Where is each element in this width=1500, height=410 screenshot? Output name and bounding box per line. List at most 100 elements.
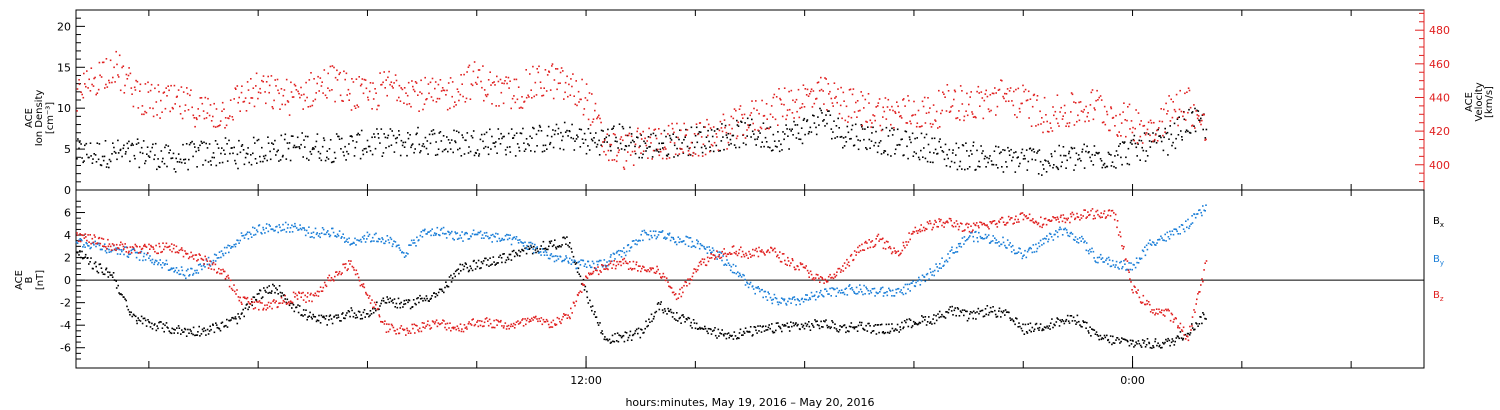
field-bx-point (584, 285, 587, 288)
field-bx-point (634, 330, 637, 332)
field-by-point (972, 235, 974, 238)
field-bx-point (488, 265, 490, 267)
velocity-point (341, 99, 343, 102)
density-point (256, 162, 258, 164)
field-bx-point (652, 318, 655, 320)
density-point (465, 139, 467, 142)
velocity-point (863, 107, 865, 109)
density-point (1144, 160, 1147, 162)
velocity-point (161, 111, 163, 113)
density-point (687, 154, 690, 157)
field-bz-point (202, 259, 205, 261)
field-bz-point (126, 246, 129, 249)
density-point (449, 148, 452, 150)
density-point (90, 155, 92, 157)
field-by-point (1027, 249, 1030, 251)
velocity-point (971, 111, 973, 113)
field-by-point (843, 293, 846, 296)
field-bx-point (89, 261, 91, 263)
field-bz-point (380, 320, 382, 323)
field-bx-point (1106, 334, 1108, 337)
field-by-point (938, 267, 941, 269)
field-by-point (555, 259, 558, 262)
velocity-point (1156, 140, 1159, 142)
field-by-point (402, 252, 405, 254)
velocity-point (364, 79, 367, 81)
density-point (204, 159, 207, 162)
field-by-point (1018, 247, 1020, 249)
field-by-point (612, 252, 615, 255)
velocity-point (1065, 125, 1067, 127)
field-by-point (625, 250, 628, 253)
density-point (450, 139, 453, 141)
velocity-point (303, 93, 305, 96)
density-point (587, 128, 590, 130)
density-point (211, 156, 214, 159)
density-point (108, 158, 111, 161)
velocity-point (629, 154, 632, 156)
velocity-point (1059, 111, 1061, 113)
velocity-point (104, 87, 106, 89)
density-point (1181, 136, 1183, 138)
field-bz-point (373, 301, 376, 304)
field-by-point (354, 237, 356, 240)
field-bz-point (204, 255, 206, 258)
density-point (296, 136, 299, 139)
velocity-point (608, 159, 610, 162)
velocity-point (124, 84, 126, 87)
field-by-point (305, 229, 308, 232)
density-point (1139, 159, 1141, 161)
density-point (1100, 160, 1103, 162)
density-point (497, 128, 500, 130)
velocity-point (581, 78, 583, 81)
density-point (524, 148, 527, 150)
field-by-point (587, 260, 590, 263)
field-bz-point (173, 244, 175, 246)
field-by-point (459, 234, 461, 237)
velocity-point (446, 89, 448, 92)
field-by-point (227, 244, 229, 247)
velocity-point (457, 91, 460, 93)
field-by-point (1016, 252, 1018, 254)
field-by-point (185, 277, 187, 280)
velocity-point (866, 121, 868, 123)
field-by-point (382, 238, 384, 241)
velocity-point (827, 83, 830, 85)
density-point (304, 146, 306, 148)
field-by-point (1119, 261, 1121, 264)
field-bz-point (340, 273, 342, 276)
field-by-point (832, 287, 835, 290)
density-point (1074, 164, 1077, 166)
velocity-point (1017, 87, 1020, 90)
density-point (473, 154, 476, 157)
field-by-point (789, 298, 791, 300)
field-by-point (1204, 210, 1206, 212)
velocity-point (943, 93, 945, 95)
velocity-point (559, 82, 561, 84)
field-by-point (918, 276, 920, 279)
velocity-point (578, 101, 580, 103)
field-by-point (334, 235, 337, 237)
velocity-point (1092, 118, 1095, 121)
velocity-point (202, 110, 205, 112)
field-by-point (1079, 237, 1081, 239)
density-point (507, 132, 510, 135)
field-by-point (173, 271, 175, 273)
density-point (501, 137, 503, 140)
velocity-point (205, 117, 208, 119)
field-by-point (607, 264, 609, 267)
density-point (272, 143, 275, 145)
field-by-point (744, 278, 746, 281)
field-by-point (1017, 251, 1020, 253)
field-by-point (641, 230, 644, 232)
field-bx-point (969, 313, 971, 315)
field-bz-point (434, 321, 437, 323)
velocity-point (775, 96, 778, 98)
density-point (855, 135, 858, 138)
field-by-point (392, 243, 394, 245)
field-bx-point (273, 285, 275, 287)
field-bz-point (90, 242, 92, 245)
density-point (1023, 154, 1026, 157)
velocity-point (418, 110, 420, 112)
velocity-point (959, 119, 961, 121)
